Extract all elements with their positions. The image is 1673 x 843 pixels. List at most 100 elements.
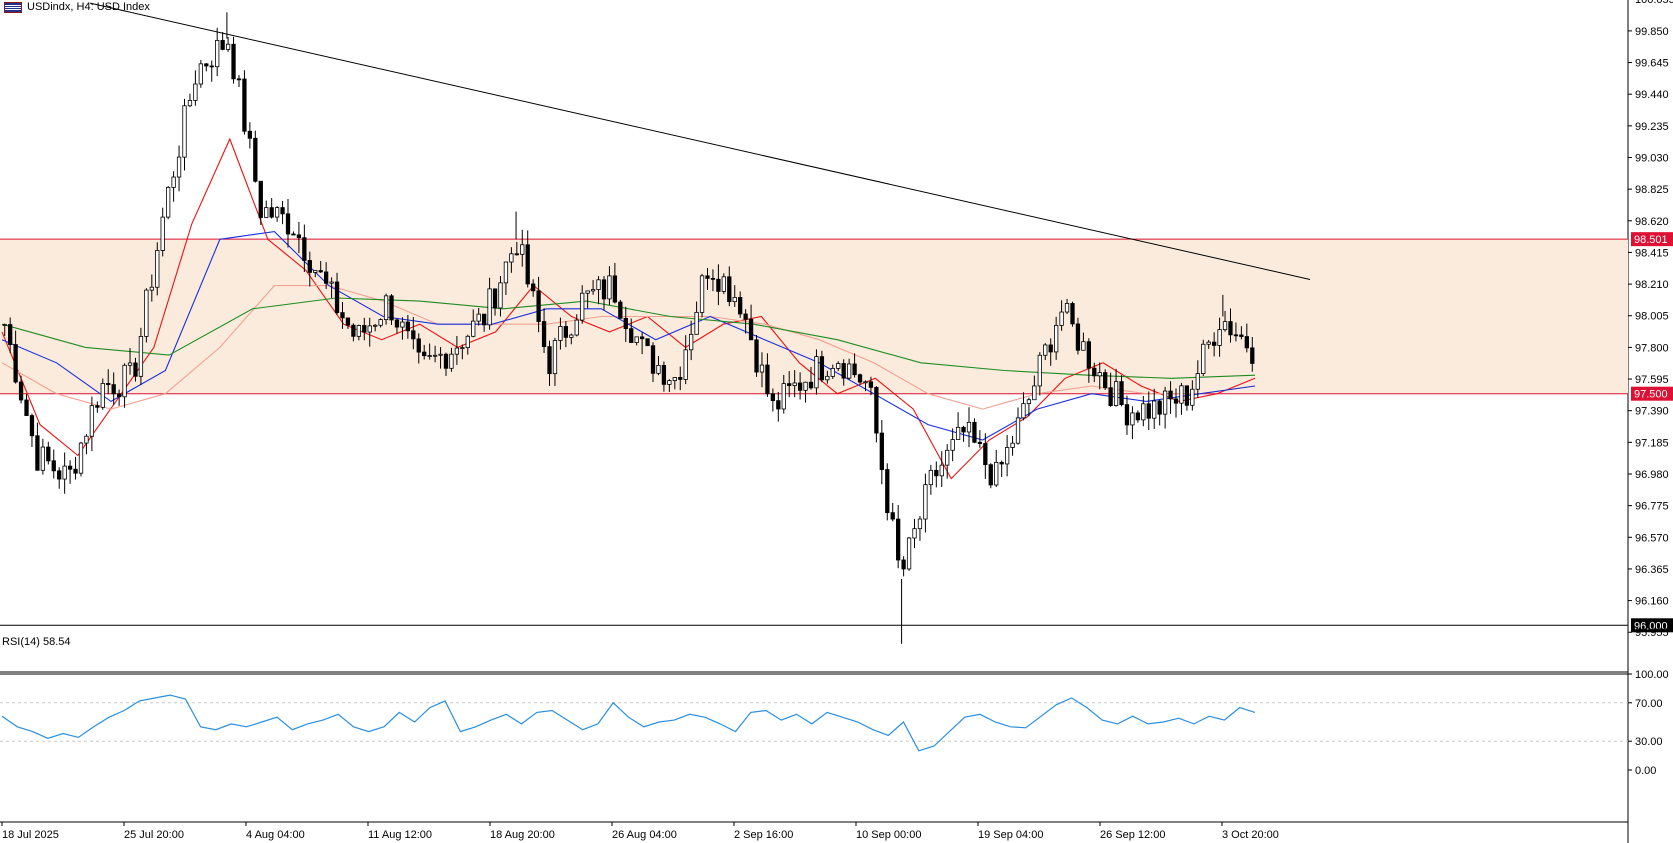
candle — [324, 262, 329, 289]
candle — [362, 317, 367, 341]
candle — [291, 231, 296, 236]
candle — [1086, 338, 1091, 383]
candle — [1184, 385, 1190, 411]
candle — [302, 224, 307, 273]
candle — [569, 333, 574, 345]
horizontal-levels[interactable]: 98.501 97.500 96.000 — [0, 232, 1673, 633]
price-tick-label: 99.850 — [1635, 26, 1669, 38]
candle — [629, 318, 634, 343]
candle — [356, 324, 361, 341]
candle — [830, 364, 835, 379]
candle — [1021, 392, 1026, 421]
candle — [247, 122, 253, 149]
candle — [209, 60, 214, 82]
time-tick-label: 11 Aug 12:00 — [368, 829, 432, 841]
candle — [242, 70, 247, 135]
candle — [950, 428, 955, 462]
candle — [645, 338, 650, 347]
candle — [449, 347, 454, 372]
time-axis[interactable]: 18 Jul 2025 25 Jul 20:00 4 Aug 04:00 11 Aug… — [1, 822, 1279, 841]
candle — [1119, 375, 1124, 407]
candle — [601, 276, 607, 311]
time-tick-label: 4 Aug 04:00 — [246, 829, 305, 841]
candle — [198, 60, 203, 88]
rsi-line — [1, 694, 1256, 752]
candle — [498, 275, 503, 317]
candle — [51, 449, 56, 479]
candle — [1157, 399, 1162, 426]
candle — [155, 242, 160, 296]
price-tick-label: 96.980 — [1635, 469, 1669, 481]
candle — [857, 373, 863, 385]
trendline-segment[interactable] — [89, 2, 1311, 280]
candle — [590, 279, 596, 295]
price-tick-label: 100.055 — [1635, 0, 1673, 6]
candle — [732, 285, 737, 307]
candle — [841, 359, 846, 386]
moving-average-line — [1, 297, 1256, 379]
candle — [846, 358, 852, 380]
level-label: 97.500 — [1634, 389, 1668, 401]
candle — [1064, 298, 1070, 314]
candle — [1043, 343, 1048, 361]
candle — [1015, 407, 1021, 445]
price-tick-label: 98.210 — [1635, 279, 1669, 291]
candle — [1070, 301, 1075, 327]
candle — [955, 412, 961, 440]
price-axis[interactable]: 100.055 99.850 99.645 99.440 99.235 99.030 98.… — [1628, 0, 1673, 639]
time-tick-label: 19 Sep 04:00 — [978, 829, 1043, 841]
candle — [422, 344, 427, 360]
candle — [253, 130, 258, 183]
time-tick-label: 2 Sep 16:00 — [734, 829, 793, 841]
candle — [547, 340, 552, 386]
candle — [236, 75, 242, 88]
price-tick-label: 96.775 — [1635, 501, 1669, 513]
candle — [193, 70, 198, 106]
candle — [1146, 391, 1151, 431]
candle — [781, 374, 786, 414]
chart-title: USDindx, H4: USD Index — [27, 1, 150, 13]
candle — [1092, 362, 1097, 383]
candle — [367, 317, 372, 347]
candle — [797, 372, 803, 400]
candle — [694, 301, 699, 335]
price-tick-label: 97.185 — [1635, 437, 1669, 449]
candle — [1010, 435, 1015, 456]
candle — [879, 420, 884, 485]
candle — [988, 463, 993, 489]
candle — [509, 247, 514, 273]
candle — [296, 221, 302, 254]
candle — [225, 37, 231, 52]
candle — [476, 307, 481, 326]
candle — [1228, 308, 1233, 343]
candle — [29, 413, 35, 448]
price-tick-label: 97.800 — [1635, 342, 1669, 354]
candle — [531, 279, 536, 297]
candle — [705, 268, 710, 291]
candle — [825, 370, 830, 384]
candle — [84, 434, 89, 455]
candle — [215, 27, 220, 77]
candle — [836, 361, 841, 371]
candle — [351, 323, 356, 342]
candle — [612, 262, 618, 304]
candle — [667, 379, 672, 393]
candle — [411, 317, 416, 350]
price-tick-label: 98.005 — [1635, 311, 1669, 323]
candle — [759, 352, 765, 388]
candle — [939, 451, 944, 487]
price-tick-label: 96.160 — [1635, 596, 1669, 608]
candle — [563, 321, 568, 348]
trendline[interactable] — [89, 2, 1311, 280]
candle — [307, 251, 312, 287]
time-tick-label: 26 Sep 12:00 — [1100, 829, 1165, 841]
candle — [460, 344, 465, 360]
candle — [574, 314, 579, 337]
candle — [552, 337, 558, 386]
candle — [400, 317, 405, 340]
candle — [754, 334, 759, 377]
candle — [1081, 332, 1086, 351]
candle — [689, 320, 694, 361]
candle — [541, 308, 547, 354]
